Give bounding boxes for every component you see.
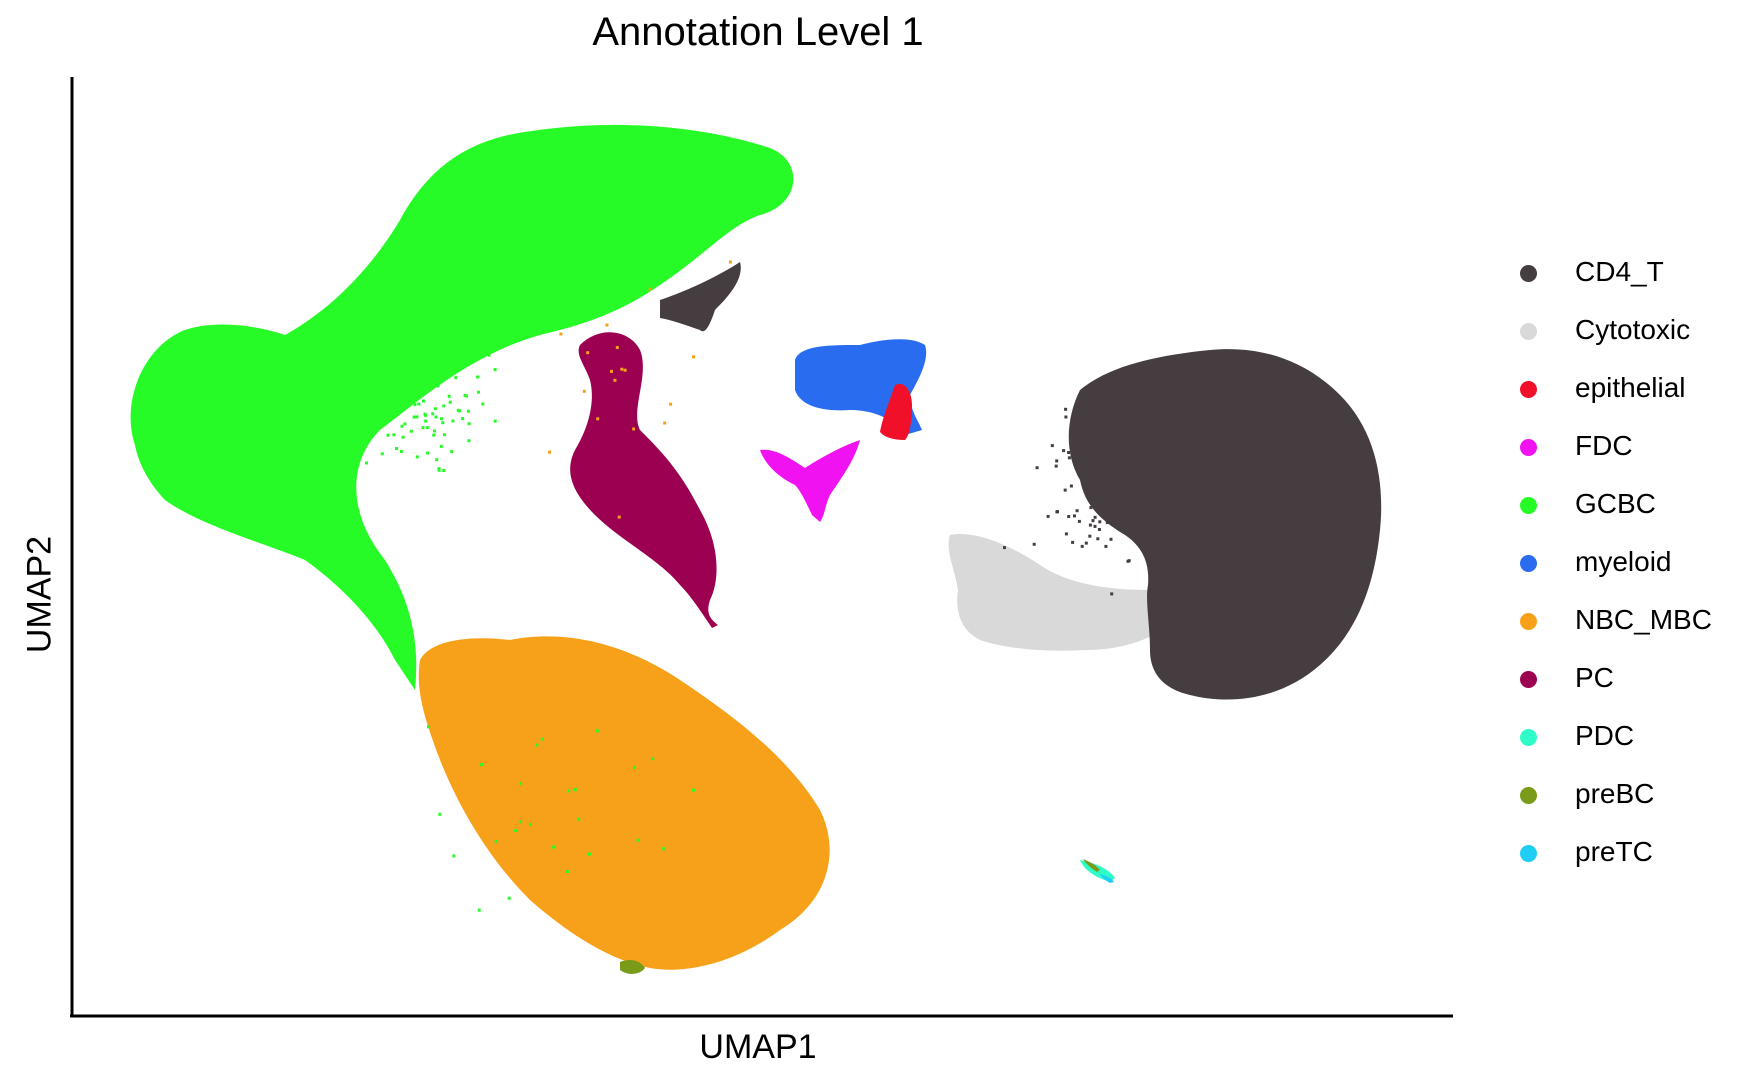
cluster-layer [130,124,1382,974]
legend-label: FDC [1575,430,1633,461]
cluster-nbc-mbc [418,636,830,970]
cluster-cd4t [1068,349,1382,700]
cluster-gcbc [130,124,794,690]
legend-marker [1520,439,1537,456]
cluster-fdc [760,440,860,522]
cluster-prebc [1083,859,1100,872]
legend-label: GCBC [1575,488,1656,519]
cluster-pretc [1100,874,1114,883]
legend-marker [1520,787,1537,804]
legend-label: PC [1575,662,1614,693]
legend-label: epithelial [1575,372,1686,403]
legend-item-cd4-t: CD4_T [1520,245,1750,303]
legend-label: PDC [1575,720,1635,751]
cluster-pc [570,332,718,628]
legend-marker [1520,845,1537,862]
cluster-cd4t-small [660,262,741,332]
legend-item-cytotoxic: Cytotoxic [1520,303,1750,361]
legend-item-nbc-mbc: NBC_MBC [1520,593,1750,651]
legend-marker [1520,265,1537,282]
legend-label: NBC_MBC [1575,604,1712,635]
legend-marker [1520,613,1537,630]
cluster-nbc-scatter [427,725,696,912]
legend-marker [1520,729,1537,746]
legend-marker [1520,671,1537,688]
cluster-nbc-stray [548,260,732,519]
cluster-cd4t-scatter [1003,407,1150,596]
legend-item-pdc: PDC [1520,709,1750,767]
legend-item-epithelial: epithelial [1520,361,1750,419]
legend-item-myeloid: myeloid [1520,535,1750,593]
legend: CD4_T Cytotoxic epithelial FDC GCBC myeloid NB… [1520,245,1750,883]
chart-title: Annotation Level 1 [592,10,924,54]
legend-label: preTC [1575,836,1653,867]
legend-item-pretc: preTC [1520,825,1750,883]
y-axis-label: UMAP2 [20,535,59,654]
legend-marker [1520,555,1537,572]
legend-item-pc: PC [1520,651,1750,709]
cluster-epithelial [880,383,912,440]
cluster-cytotoxic [948,534,1170,651]
legend-item-prebc: preBC [1520,767,1750,825]
cluster-prebc-bottom [620,960,645,974]
legend-item-fdc: FDC [1520,419,1750,477]
legend-item-gcbc: GCBC [1520,477,1750,535]
legend-label: Cytotoxic [1575,314,1691,345]
legend-marker [1520,381,1537,398]
legend-label: CD4_T [1575,256,1664,287]
legend-marker [1520,323,1537,340]
legend-label: preBC [1575,778,1655,809]
x-axis-label: UMAP1 [699,1028,817,1066]
legend-label: myeloid [1575,546,1672,577]
legend-marker [1520,497,1537,514]
cluster-gcbc-scatter [354,319,497,472]
